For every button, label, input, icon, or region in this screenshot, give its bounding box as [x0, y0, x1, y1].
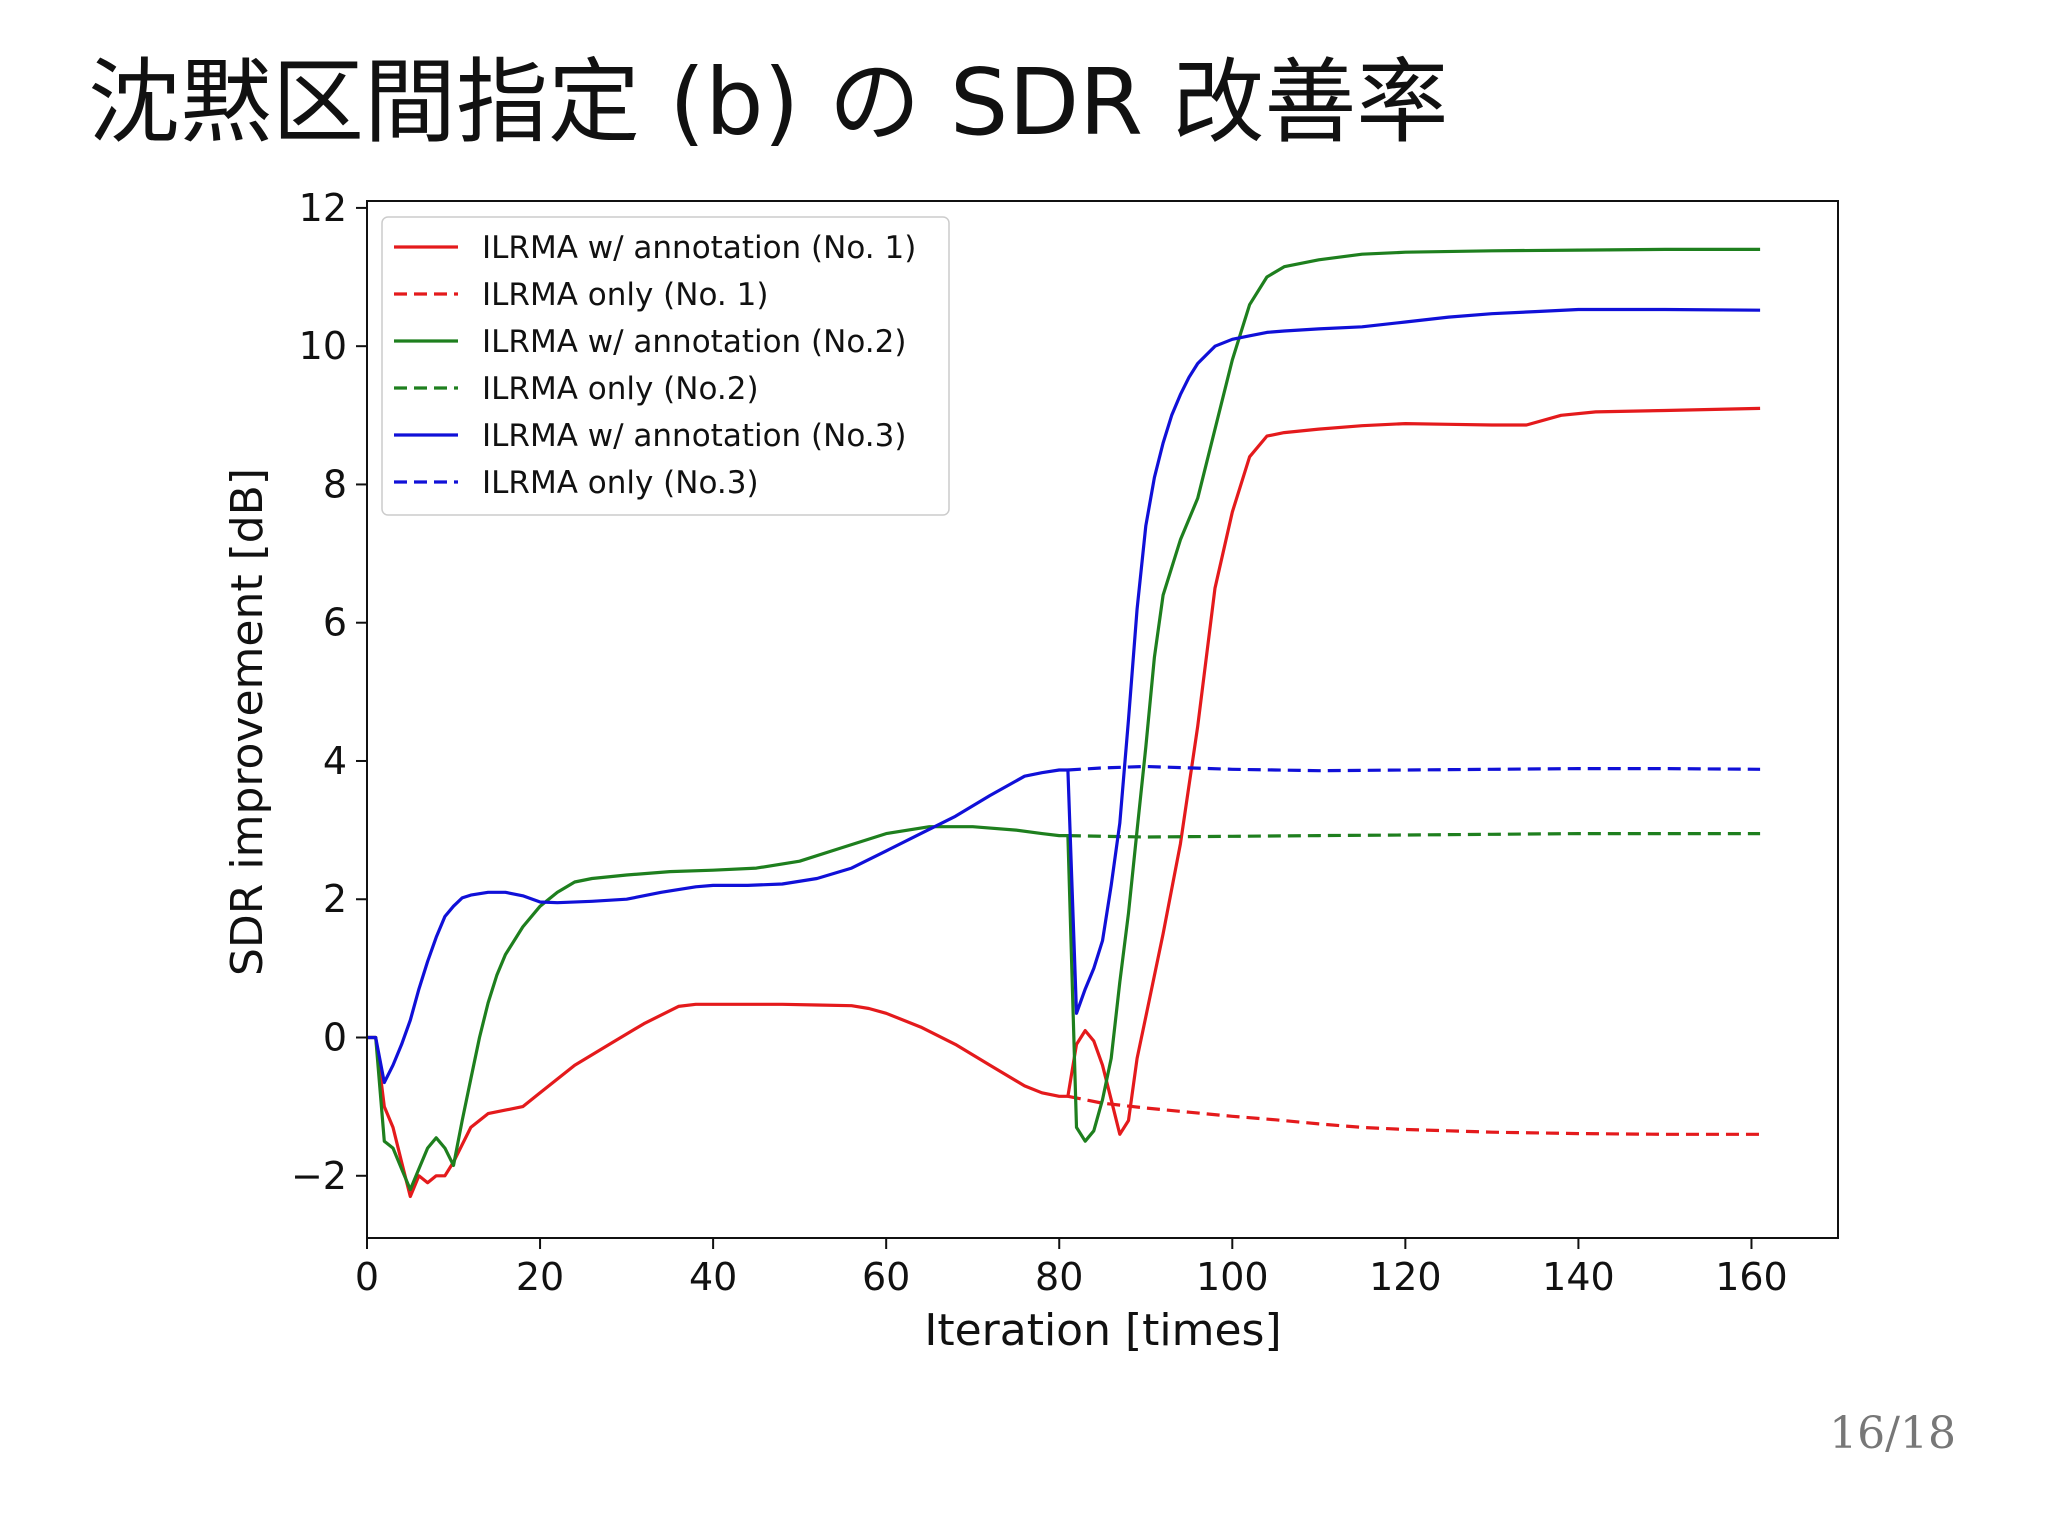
page-number: 16/18 — [1829, 1408, 1956, 1459]
legend-entry: ILRMA w/ annotation (No.3) — [482, 418, 906, 454]
legend-entry: ILRMA w/ annotation (No.2) — [482, 324, 906, 360]
plot-area — [367, 247, 1761, 1199]
x-tick-label: 20 — [516, 1255, 564, 1299]
y-axis-label: SDR improvement [dB] — [222, 468, 273, 976]
legend-entry: ILRMA only (No. 1) — [482, 277, 768, 313]
x-tick-label: 160 — [1715, 1255, 1788, 1299]
y-tick-label: 8 — [323, 462, 347, 506]
x-tick-label: 60 — [862, 1255, 910, 1299]
x-tick-label: 40 — [689, 1255, 737, 1299]
x-tick-label: 80 — [1035, 1255, 1083, 1299]
series-line-5 — [367, 307, 1761, 1085]
series-line-4 — [1067, 832, 1761, 839]
series-line-2 — [1067, 1094, 1761, 1136]
series-line-3 — [367, 247, 1761, 1192]
x-tick-label: 140 — [1542, 1255, 1615, 1299]
legend-entry: ILRMA only (No.2) — [482, 371, 759, 407]
axes: 0 20 40 60 80 100 120 140 160 −2 0 2 4 6 8 10 12 — [291, 186, 1839, 1299]
legend-entry: ILRMA w/ annotation (No. 1) — [482, 230, 916, 266]
legend-entry: ILRMA only (No.3) — [482, 465, 759, 501]
slide-title: 沈黙区間指定 (b) の SDR 改善率 — [88, 49, 1449, 156]
y-tick-label: 12 — [299, 186, 347, 230]
legend: ILRMA w/ annotation (No. 1) ILRMA only (N… — [381, 216, 950, 516]
x-tick-label: 100 — [1196, 1255, 1269, 1299]
x-tick-label: 0 — [355, 1255, 379, 1299]
x-tick-label: 120 — [1369, 1255, 1442, 1299]
y-tick-label: 0 — [323, 1016, 347, 1060]
x-axis-label: Iteration [times] — [924, 1305, 1281, 1356]
y-tick-label: 6 — [323, 601, 347, 645]
legend-box — [381, 216, 950, 516]
y-tick-label: −2 — [291, 1154, 347, 1198]
y-tick-label: 4 — [323, 739, 347, 783]
series-line-6 — [1067, 764, 1761, 773]
y-tick-label: 2 — [323, 877, 347, 921]
y-tick-label: 10 — [299, 324, 347, 368]
plot-frame — [366, 200, 1839, 1239]
series-line-1 — [367, 406, 1761, 1199]
